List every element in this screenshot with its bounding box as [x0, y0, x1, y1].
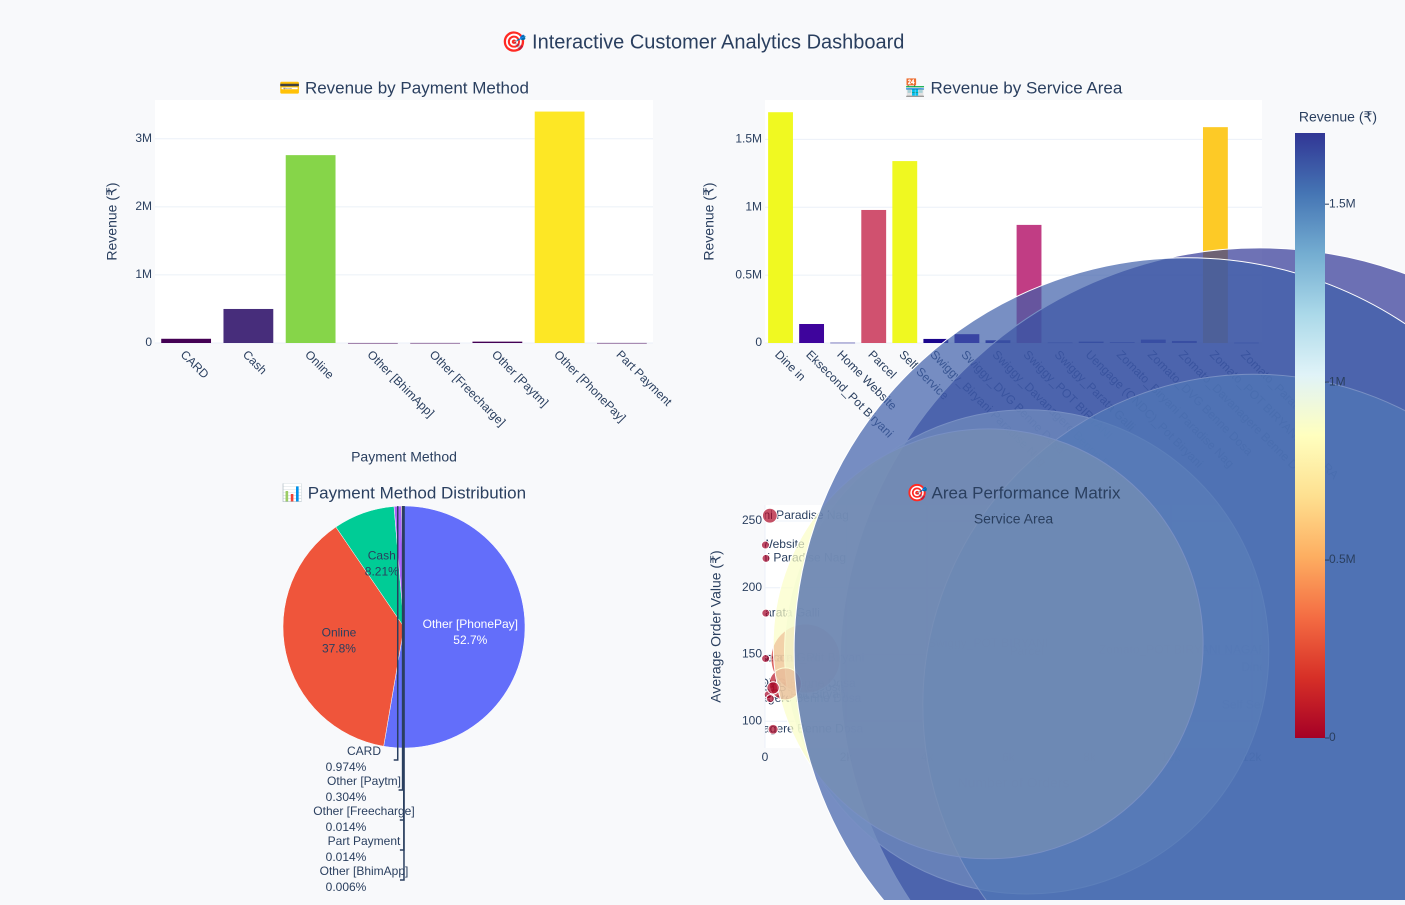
y-tick-label: 1M — [135, 267, 152, 281]
bar — [597, 343, 647, 344]
colorbar — [1295, 133, 1325, 738]
bar — [348, 343, 398, 344]
x-axis-title: Payment Method — [351, 449, 457, 465]
bubble — [766, 695, 774, 703]
dashboard-title: 🎯 Interactive Customer Analytics Dashboa… — [502, 30, 905, 53]
bar — [830, 343, 855, 344]
x-tick-label: Other [Paytm] — [489, 347, 551, 409]
y-tick-label: 150 — [742, 647, 762, 661]
bar — [161, 339, 211, 343]
slice-label: Cash — [368, 548, 396, 562]
slice-value: 8.21% — [365, 564, 399, 578]
bar — [286, 155, 336, 343]
y-tick-label: 1M — [745, 199, 762, 213]
colorbar-tick-label: 1M — [1329, 374, 1346, 388]
slice-value: 0.304% — [326, 790, 367, 804]
y-tick-label: 100 — [742, 713, 762, 727]
x-tick-label: Online — [302, 347, 337, 382]
subplot-title: 💳 Revenue by Payment Method — [279, 78, 529, 97]
slice-label: Other [Freecharge] — [313, 804, 414, 818]
y-tick-label: 3M — [135, 131, 152, 145]
x-tick-label: CARD — [178, 347, 212, 381]
subplot-title: 🏪 Revenue by Service Area — [905, 77, 1123, 97]
bar — [892, 161, 917, 343]
subplot-title: 📊 Payment Method Distribution — [282, 482, 526, 502]
colorbar-title: Revenue (₹) — [1299, 109, 1377, 125]
bar — [472, 342, 522, 343]
bubble — [762, 508, 777, 523]
bubble — [762, 655, 770, 663]
x-tick-label: Dine in — [772, 347, 808, 383]
slice-value: 0.974% — [326, 760, 367, 774]
bubble — [761, 541, 769, 549]
bar — [768, 112, 793, 343]
x-tick-label: Cash — [240, 347, 270, 377]
y-axis-title: Revenue (₹) — [104, 182, 120, 260]
slice-value: 0.014% — [326, 820, 367, 834]
colorbar-tick-label: 1.5M — [1329, 196, 1356, 210]
bubble — [767, 682, 779, 694]
slice-label: Other [PhonePay] — [423, 617, 518, 631]
bar — [861, 210, 886, 343]
bubble — [762, 609, 770, 617]
slice-label: Online — [322, 625, 357, 639]
slice-label: Other [BhimApp] — [320, 864, 409, 878]
y-tick-label: 200 — [742, 580, 762, 594]
y-axis-title: Revenue (₹) — [701, 182, 717, 260]
slice-value: 52.7% — [453, 633, 487, 647]
y-tick-label: 0.5M — [735, 267, 762, 281]
x-tick-label: 0 — [762, 750, 769, 764]
slice-label: Part Payment — [328, 834, 401, 848]
bubble — [762, 554, 770, 562]
y-tick-label: 0 — [755, 335, 762, 349]
slice-value: 0.006% — [326, 880, 367, 894]
y-tick-label: 2M — [135, 199, 152, 213]
slice-value: 37.8% — [322, 641, 356, 655]
slice-label: CARD — [347, 744, 381, 758]
slice-value: 0.014% — [326, 850, 367, 864]
x-tick-label: Other [BhimApp] — [365, 347, 438, 420]
subplot-title: 🎯 Area Performance Matrix — [907, 483, 1121, 502]
bar — [535, 112, 585, 343]
bar — [223, 309, 273, 343]
bar — [410, 343, 460, 344]
bubble — [768, 724, 778, 734]
colorbar-tick-label: 0 — [1329, 730, 1336, 744]
bar — [799, 324, 824, 343]
y-tick-label: 250 — [742, 513, 762, 527]
x-tick-label: Part Payment — [614, 347, 676, 409]
slice-label: Other [Paytm] — [327, 774, 401, 788]
y-axis-title: Average Order Value (₹) — [708, 550, 724, 702]
y-tick-label: 0 — [145, 335, 152, 349]
legend-title: Service Area — [974, 511, 1054, 527]
colorbar-tick-label: 0.5M — [1329, 552, 1356, 566]
y-tick-label: 1.5M — [735, 132, 762, 146]
